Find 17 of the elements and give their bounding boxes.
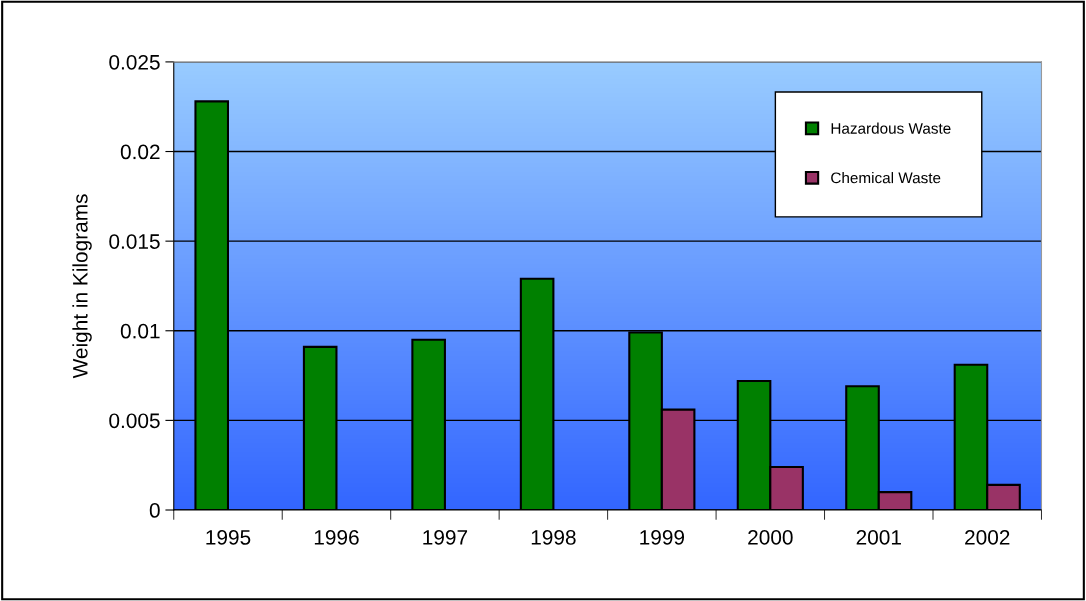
y-tick-label: 0.025 [109, 54, 160, 70]
x-tick-label: 1996 [314, 530, 359, 545]
y-axis-title: Weight in Kilograms [72, 194, 92, 379]
legend-label: Chemical Waste [831, 172, 941, 184]
x-tick-label: 1999 [640, 530, 685, 545]
y-tick-label: 0.005 [109, 413, 160, 429]
x-tick-label: 1995 [206, 530, 251, 545]
legend-label: Hazardous Waste [831, 122, 951, 134]
y-tick-label: 0.02 [120, 144, 160, 160]
y-tick-label: 0 [149, 503, 160, 518]
x-tick-label: 2000 [748, 530, 793, 545]
y-tick-label: 0.015 [109, 234, 160, 249]
x-tick-label: 2002 [965, 530, 1010, 545]
x-tick-label: 1998 [531, 530, 576, 545]
x-tick-label: 1997 [423, 530, 468, 545]
y-tick-label: 0.01 [120, 323, 160, 339]
x-tick-label: 2001 [856, 530, 901, 545]
